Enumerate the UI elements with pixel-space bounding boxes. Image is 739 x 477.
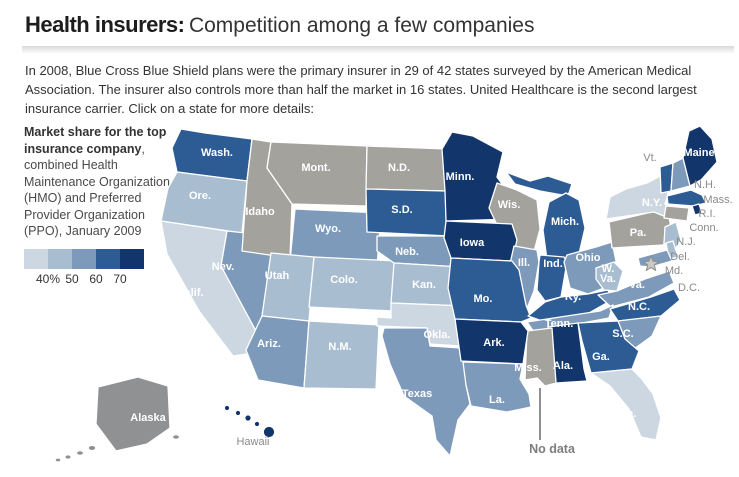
- state-conn[interactable]: [663, 205, 690, 222]
- state-mo[interactable]: [447, 257, 532, 323]
- state-hawaii[interactable]: [244, 414, 252, 422]
- legend-swatch-b4: [96, 248, 120, 269]
- state-va[interactable]: [597, 270, 675, 308]
- aleutian-island: [77, 451, 83, 455]
- state-nm[interactable]: [303, 320, 380, 390]
- title-divider: [22, 46, 734, 54]
- state-maine[interactable]: [682, 125, 718, 187]
- state-mont[interactable]: [266, 141, 368, 207]
- legend-swatch-b5: [120, 248, 144, 269]
- state-utah[interactable]: [261, 252, 315, 322]
- state-sd[interactable]: [365, 188, 450, 237]
- legend-swatch-b1: [24, 248, 48, 269]
- state-label-hawaii: Hawaii: [236, 436, 269, 448]
- legend-swatch-b3: [72, 248, 96, 269]
- aleutian-island: [173, 435, 179, 439]
- legend-tick-70: 70: [113, 271, 127, 286]
- aleutian-island: [88, 446, 96, 450]
- page-title: Health insurers: Competition among a few…: [25, 12, 534, 38]
- state-label-vt: Vt.: [643, 152, 656, 164]
- legend-tick-60: 60: [89, 271, 103, 286]
- state-iowa[interactable]: [443, 220, 518, 262]
- state-nd[interactable]: [365, 145, 447, 192]
- legend-title: Market share for the top insurance compa…: [24, 124, 186, 240]
- legend-tick-labels: 40% 50 60 70: [24, 272, 164, 288]
- state-ga[interactable]: [577, 320, 640, 374]
- state-la[interactable]: [462, 361, 532, 413]
- page-title-rest: Competition among a few companies: [188, 14, 535, 37]
- state-ind[interactable]: [536, 254, 568, 302]
- state-alaska[interactable]: [95, 376, 171, 452]
- state-mass[interactable]: [666, 189, 707, 207]
- state-label-mass: Mass.: [703, 194, 732, 206]
- legend-tick-40: 40%: [35, 271, 61, 286]
- state-hawaii[interactable]: [254, 421, 260, 427]
- legend-title-rest: , combined Health Maintenance Organizati…: [24, 141, 170, 239]
- state-label-dc: D.C.: [678, 282, 700, 294]
- state-mich[interactable]: [505, 171, 573, 197]
- state-hawaii[interactable]: [235, 410, 241, 416]
- legend-swatch-b2: [48, 248, 72, 269]
- state-label-conn: Conn.: [689, 222, 718, 234]
- no-data-label: No data: [529, 442, 576, 456]
- state-mich[interactable]: [542, 192, 586, 261]
- legend-color-scale: [23, 247, 145, 270]
- state-ri[interactable]: [691, 203, 703, 216]
- page-title-bold: Health insurers:: [25, 12, 185, 37]
- map-legend: Market share for the top insurance compa…: [23, 124, 186, 288]
- state-miss[interactable]: [524, 327, 557, 387]
- intro-text: In 2008, Blue Cross Blue Shield plans we…: [25, 63, 697, 116]
- state-colo[interactable]: [308, 256, 398, 312]
- aleutian-island: [65, 455, 71, 459]
- state-texas[interactable]: [381, 327, 471, 457]
- state-fla[interactable]: [590, 368, 662, 441]
- state-hawaii[interactable]: [263, 426, 275, 438]
- state-ariz[interactable]: [245, 315, 310, 389]
- legend-title-bold: Market share for the top insurance compa…: [24, 125, 167, 156]
- state-ark[interactable]: [454, 318, 529, 365]
- dc-star-icon[interactable]: [642, 255, 660, 271]
- aleutian-island: [55, 458, 61, 462]
- legend-tick-50: 50: [65, 271, 79, 286]
- state-hawaii[interactable]: [224, 405, 230, 411]
